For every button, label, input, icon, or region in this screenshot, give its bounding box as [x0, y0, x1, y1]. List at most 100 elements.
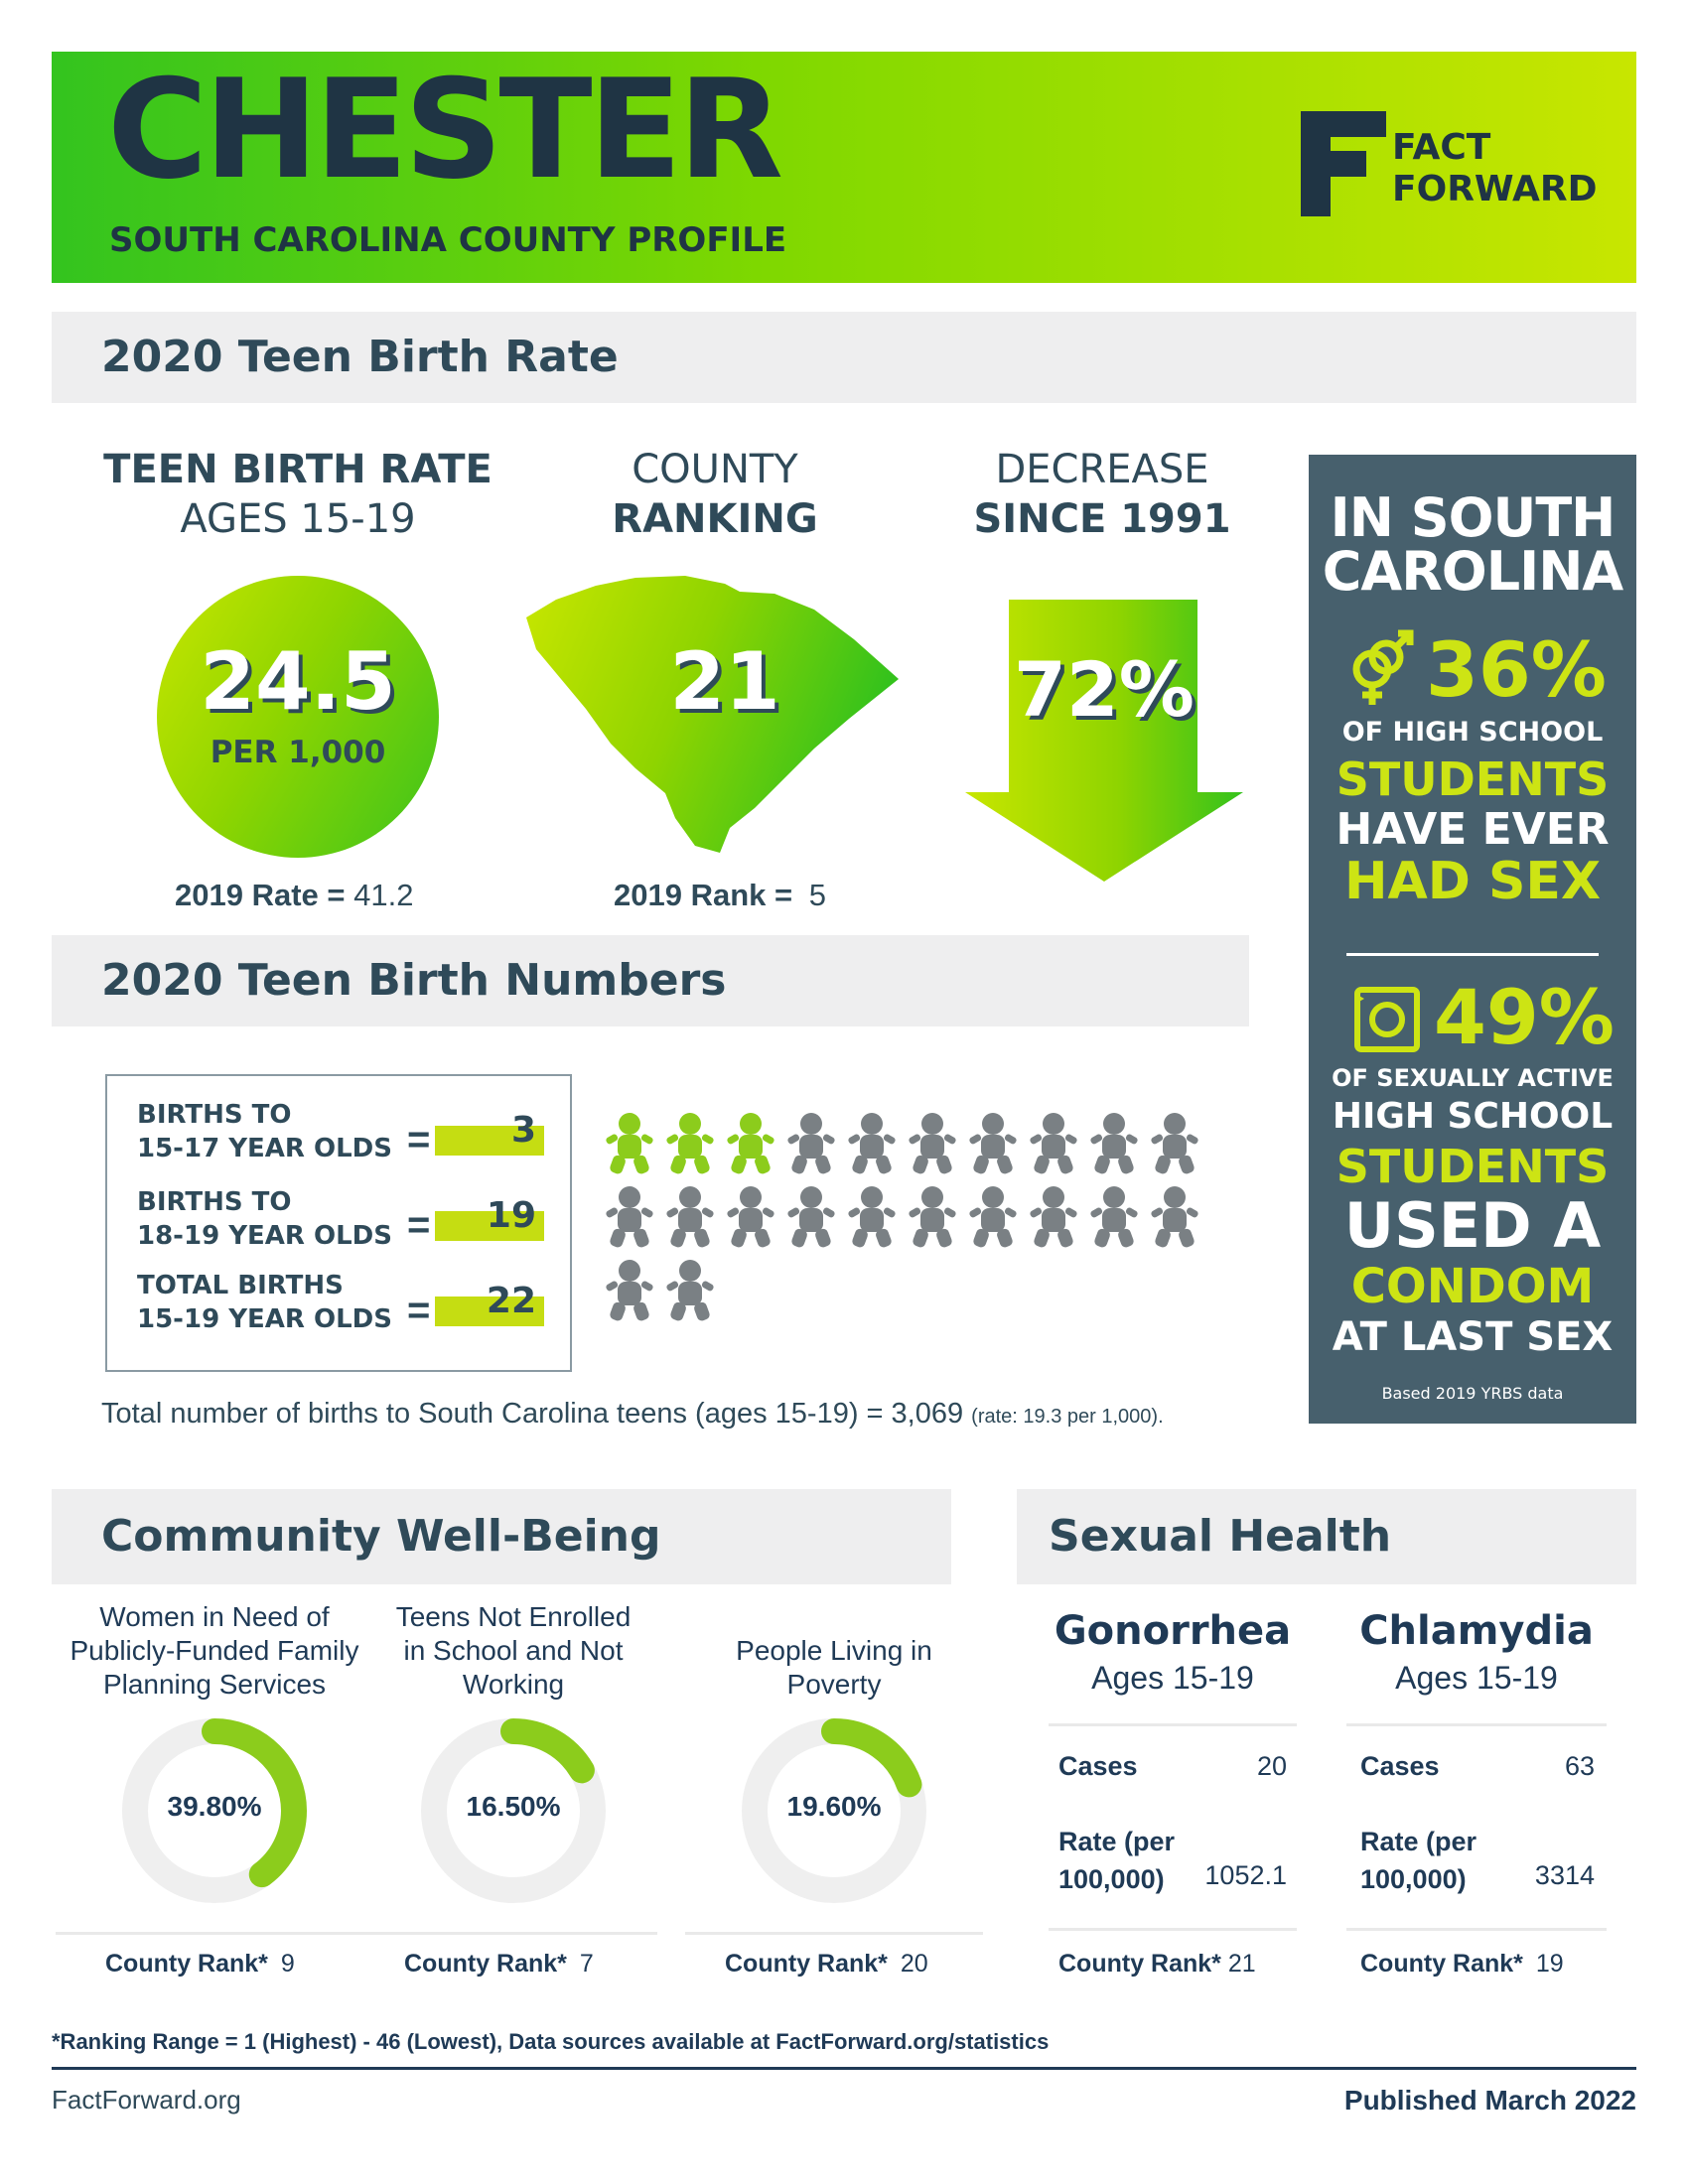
ranking-heading: COUNTY RANKING — [516, 445, 914, 544]
baby-icon — [1151, 1113, 1198, 1174]
births-row-3-bar — [435, 1297, 544, 1326]
community-item-title-line3: Working — [462, 1669, 565, 1700]
baby-icon — [666, 1186, 714, 1248]
sidebar-title-line2: CAROLINA — [1322, 540, 1623, 603]
births-row-2-label: BIRTHS TO 18-19 YEAR OLDS — [137, 1185, 392, 1253]
births-row-1-line1: BIRTHS TO — [137, 1100, 292, 1130]
births-row-1-value: 3 — [510, 1110, 536, 1151]
chlamydia-panel: Chlamydia Ages 15-19 Cases 63 Rate (per … — [1346, 1608, 1607, 1985]
baby-icon — [848, 1186, 896, 1248]
stat1-line1: OF HIGH SCHOOL — [1341, 717, 1604, 748]
community-title: Community Well-Being — [101, 1511, 661, 1562]
gonorrhea-divider-top — [1049, 1723, 1297, 1726]
gonorrhea-rank-value: 21 — [1227, 1950, 1256, 1978]
sexual-health-band — [1017, 1489, 1636, 1584]
baby-icon-grid — [606, 1113, 1198, 1321]
rate-heading-line2: AGES 15-19 — [180, 496, 416, 542]
community-item-2: Teens Not Enrolled in School and Not Worki… — [369, 1600, 657, 1997]
baby-icon — [969, 1186, 1017, 1248]
chlamydia-rate-value: 3314 — [1534, 1860, 1595, 1890]
births-row-1-bar — [435, 1126, 544, 1156]
footer-published: Published March 2022 — [1343, 2085, 1636, 2116]
baby-icon — [666, 1260, 714, 1321]
community-item-rank-value: 20 — [900, 1950, 928, 1978]
gonorrhea-rate-label-line2: 100,000) — [1058, 1864, 1165, 1894]
chlamydia-rate-label: Rate (per 100,000) — [1360, 1823, 1477, 1898]
gonorrhea-rate-label: Rate (per 100,000) — [1058, 1823, 1175, 1898]
sidebar-divider — [1346, 953, 1599, 956]
footer-rule — [52, 2067, 1636, 2070]
decrease-heading: DECREASE SINCE 1991 — [914, 445, 1291, 544]
chlamydia-rate-label-line2: 100,000) — [1360, 1864, 1467, 1894]
ranking-value: 21 — [669, 635, 780, 728]
baby-icon — [727, 1186, 774, 1248]
chlamydia-divider-bottom — [1346, 1928, 1607, 1931]
births-row-1-eq: = — [407, 1118, 431, 1161]
baby-icon — [606, 1260, 653, 1321]
prev-rate-label: 2019 Rate = — [175, 878, 346, 912]
sidebar-title-line1: IN SOUTH — [1330, 486, 1617, 549]
community-item-title: Teens Not Enrolled in School and Not Worki… — [369, 1600, 657, 1702]
births-table: BIRTHS TO 15-17 YEAR OLDS = 3 BIRTHS TO … — [105, 1074, 572, 1372]
chlamydia-cases-value: 63 — [1564, 1751, 1595, 1781]
births-row-3-label: TOTAL BIRTHS 15-19 YEAR OLDS — [137, 1269, 392, 1336]
community-item-title: Women in Need of Publicly-Funded Family Pl… — [56, 1600, 373, 1702]
baby-icon — [909, 1186, 956, 1248]
logo-mark-icon — [1301, 111, 1386, 216]
logo-text-fact: FACT — [1392, 127, 1491, 168]
sexual-health-title: Sexual Health — [1049, 1511, 1392, 1562]
baby-icon — [1030, 1186, 1077, 1248]
state-total-line: Total number of births to South Carolina… — [101, 1398, 1164, 1431]
births-row-3-eq: = — [407, 1289, 431, 1332]
decrease-heading-line2: SINCE 1991 — [973, 496, 1231, 542]
baby-icon — [606, 1186, 653, 1248]
logo-text-forward: FORWARD — [1392, 169, 1598, 209]
baby-icon — [1090, 1113, 1138, 1174]
rate-value: 24.5 — [200, 635, 396, 728]
chlamydia-divider-top — [1346, 1723, 1607, 1726]
stat2-line4: USED A — [1343, 1189, 1602, 1262]
header-banner — [52, 52, 1636, 283]
gonorrhea-rank-label: County Rank* — [1058, 1950, 1221, 1978]
chlamydia-cases-label: Cases — [1360, 1751, 1440, 1781]
teen-birth-numbers-title: 2020 Teen Birth Numbers — [101, 955, 727, 1006]
community-item-title-line2: Publicly-Funded Family — [70, 1635, 359, 1666]
prev-rank-value: 5 — [808, 878, 826, 912]
births-row-2-value: 19 — [486, 1195, 536, 1236]
baby-icon — [787, 1113, 835, 1174]
community-item-1: Women in Need of Publicly-Funded Family Pl… — [56, 1600, 373, 1997]
condom-icon — [1354, 987, 1420, 1052]
state-rate-text: (rate: 19.3 per 1,000). — [971, 1406, 1164, 1428]
chlamydia-heading: Chlamydia — [1359, 1608, 1594, 1654]
baby-icon — [1151, 1186, 1198, 1248]
births-row-3-line1: TOTAL BIRTHS — [137, 1271, 344, 1300]
donut-arc — [421, 1718, 606, 1903]
baby-icon — [787, 1186, 835, 1248]
chlamydia-ages: Ages 15-19 — [1395, 1660, 1558, 1696]
county-name: CHESTER — [107, 50, 783, 209]
community-item-title-line2: in School and Not — [403, 1635, 624, 1666]
state-total-text: Total number of births to South Carolina… — [101, 1398, 964, 1430]
prev-rate-value: 41.2 — [353, 878, 414, 912]
footer-site-link[interactable]: FactForward.org — [52, 2085, 241, 2115]
gonorrhea-rank: County Rank* 21 — [1058, 1950, 1256, 1979]
donut-chart — [742, 1718, 926, 1903]
stat2-value: 49% — [1434, 973, 1615, 1061]
births-row-2-bar — [435, 1211, 544, 1241]
baby-icon — [666, 1113, 714, 1174]
community-item-rank-label: County Rank* — [105, 1950, 268, 1978]
stat2-line5: CONDOM — [1350, 1259, 1595, 1314]
community-item-value: 16.50% — [466, 1791, 561, 1822]
community-item-rank-value: 7 — [579, 1950, 594, 1978]
stat1-value: 36% — [1426, 625, 1607, 714]
community-item-title-line3: Planning Services — [102, 1669, 327, 1700]
community-item-3: People Living in Poverty 19.60% County Rank… — [685, 1600, 983, 1997]
chlamydia-rate-label-line1: Rate (per — [1360, 1827, 1477, 1856]
teen-birth-rate-title: 2020 Teen Birth Rate — [101, 332, 619, 382]
rate-circle — [157, 576, 439, 858]
donut-arc — [122, 1718, 307, 1903]
teen-birth-numbers-band — [52, 935, 1249, 1026]
stat1-line3: HAVE EVER — [1336, 804, 1610, 855]
baby-icon — [969, 1113, 1017, 1174]
gonorrhea-panel: Gonorrhea Ages 15-19 Cases 20 Rate (per … — [1049, 1608, 1297, 1985]
